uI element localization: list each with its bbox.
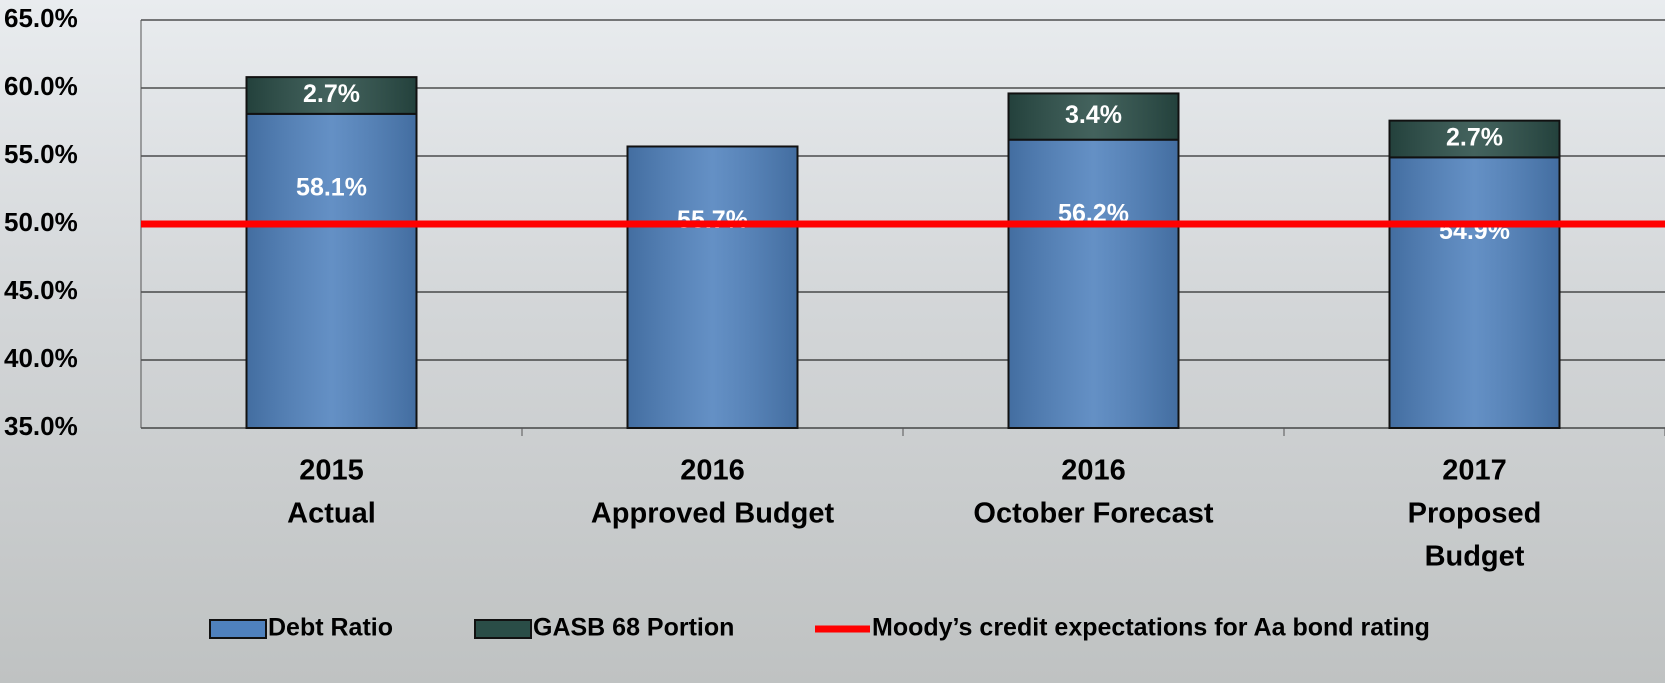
value-label: 2.7% [303,80,360,108]
value-label: 3.4% [1065,101,1122,129]
legend-swatch [474,619,532,639]
bar-shade [1390,121,1559,157]
y-tick-label: 45.0% [4,275,78,305]
bar-shade [1390,158,1559,428]
x-tick-label: 2016 [680,455,745,487]
x-tick-label: 2015 [299,455,364,487]
x-tick-label: Budget [1425,541,1525,573]
y-tick-label: 65.0% [4,3,78,33]
y-tick-label: 60.0% [4,71,78,101]
x-tick-label: October Forecast [973,498,1213,530]
legend-label: GASB 68 Portion [533,614,734,642]
value-label: 55.7% [677,206,748,234]
x-tick-label: 2016 [1061,455,1126,487]
bar-shade [1009,94,1178,139]
x-tick-label: Approved Budget [591,498,835,530]
y-tick-label: 55.0% [4,139,78,169]
bar-shade [247,114,416,427]
x-tick-label: Proposed [1408,498,1542,530]
y-tick-label: 35.0% [4,411,78,441]
y-tick-label: 50.0% [4,207,78,237]
legend-label: Debt Ratio [268,614,393,642]
value-label: 2.7% [1446,124,1503,152]
x-tick-label: Actual [287,498,376,530]
x-tick-label: 2017 [1442,455,1507,487]
bar-shade [628,147,797,428]
bar-shade [247,78,416,113]
y-tick-label: 40.0% [4,343,78,373]
value-label: 58.1% [296,173,367,201]
legend-label: Moody’s credit expectations for Aa bond … [872,614,1430,642]
bar-shade [1009,140,1178,427]
legend-swatch [209,619,267,639]
